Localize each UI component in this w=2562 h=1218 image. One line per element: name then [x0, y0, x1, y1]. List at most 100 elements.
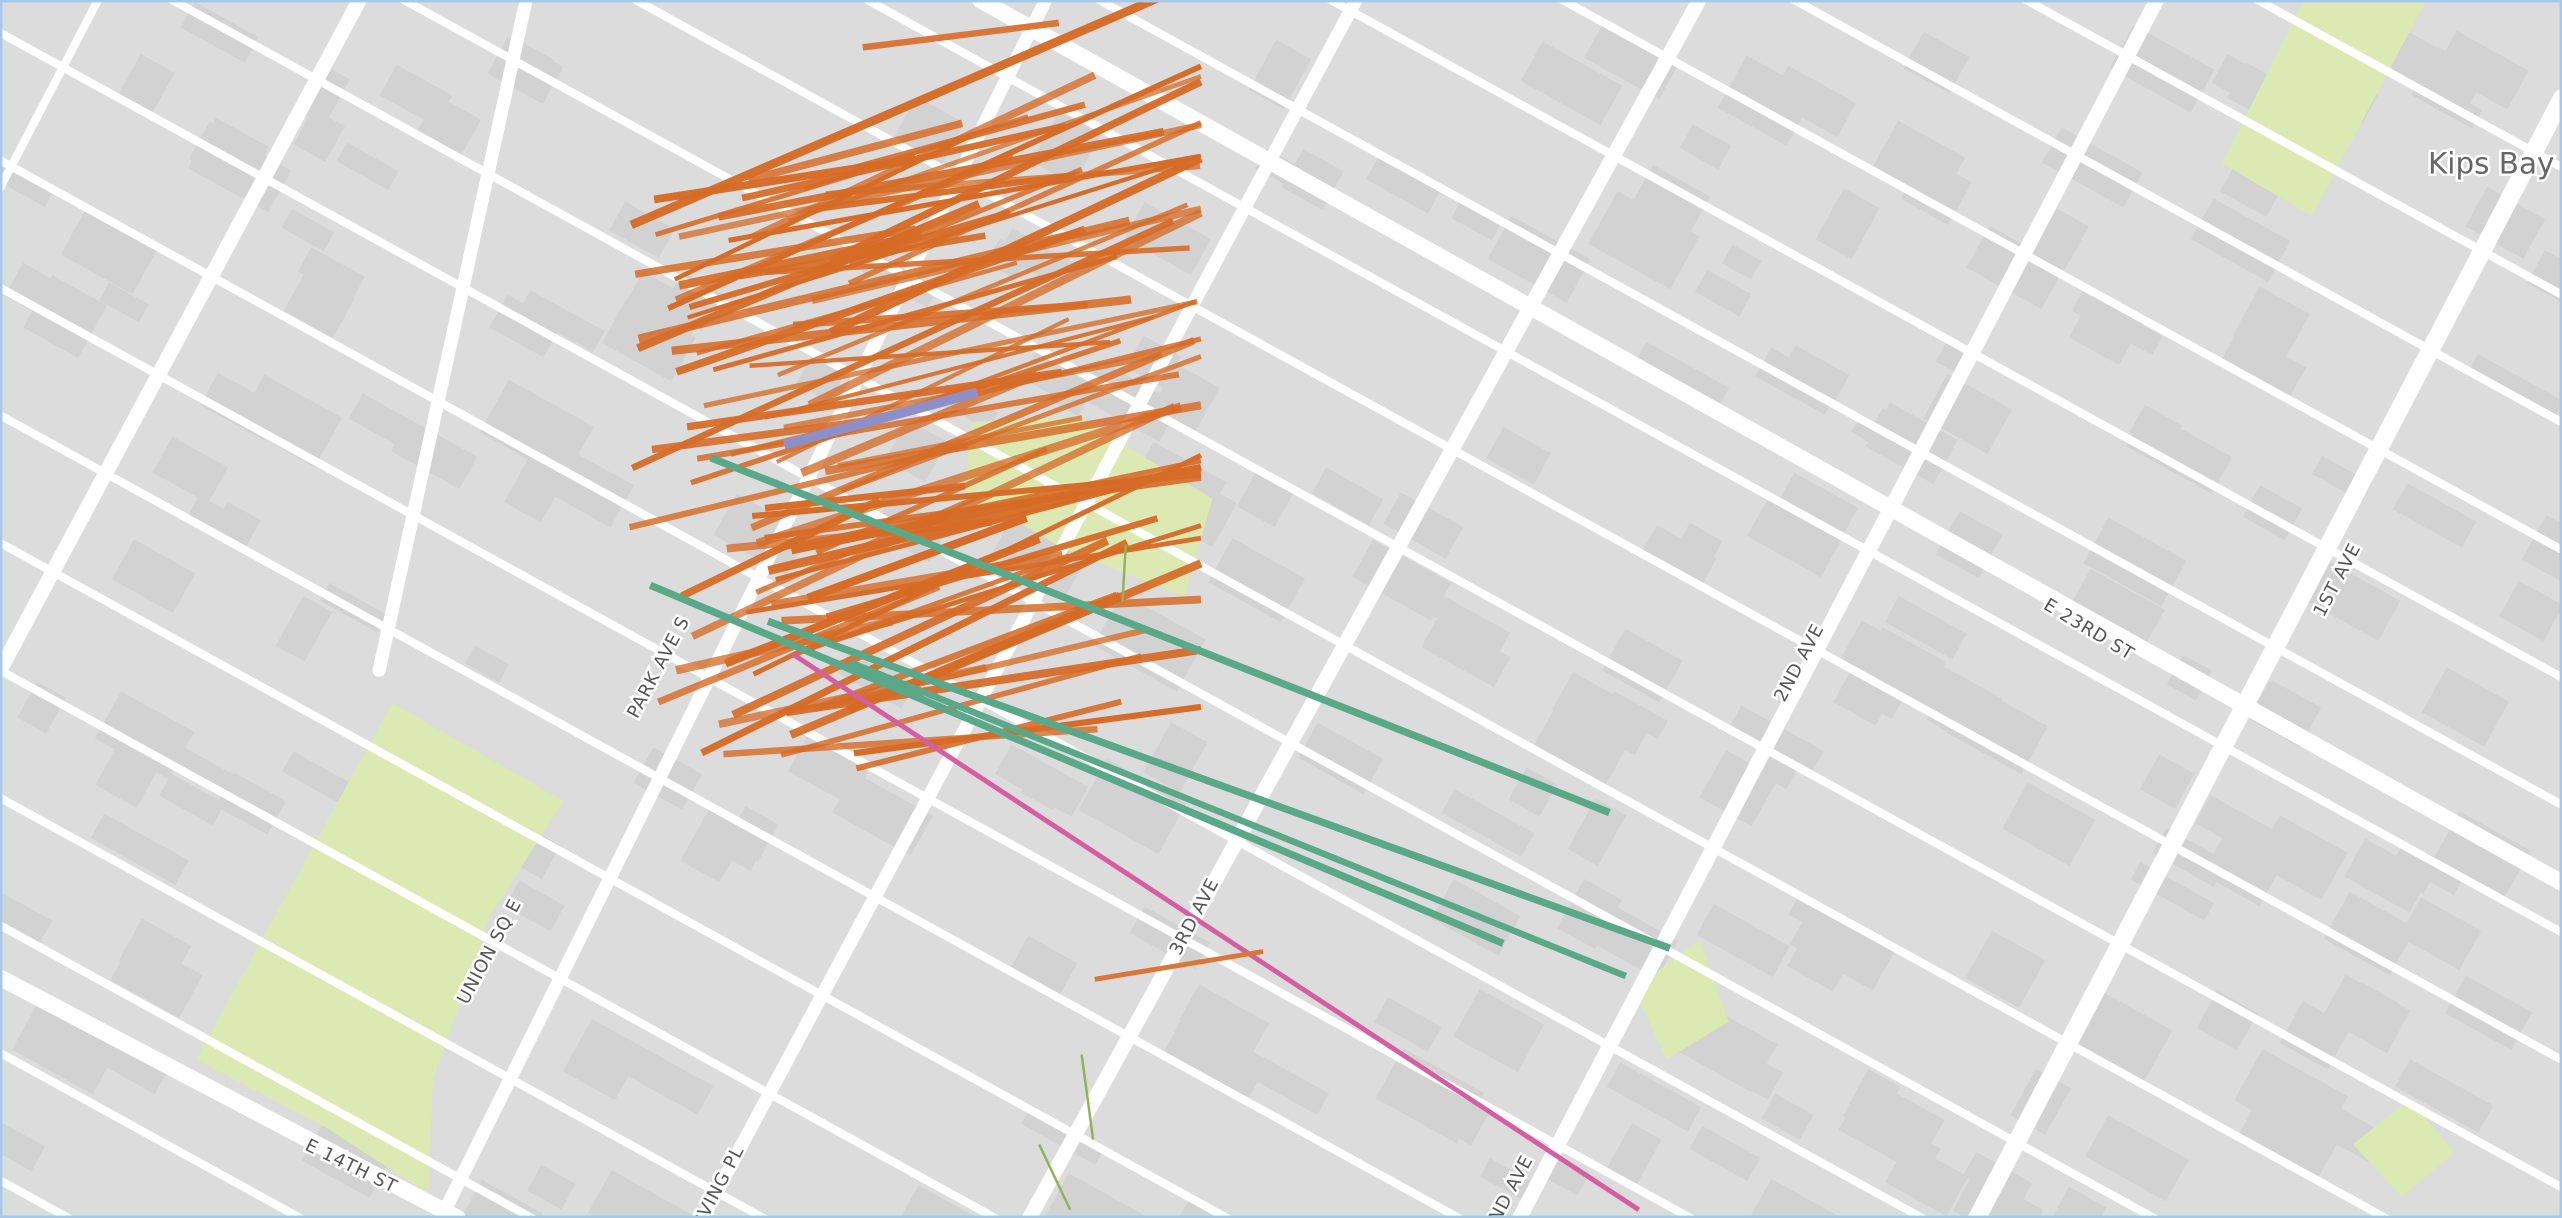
building — [622, 1044, 714, 1115]
building — [2253, 815, 2348, 900]
green-route — [709, 454, 1611, 816]
building — [1633, 341, 1730, 411]
building — [1531, 704, 1629, 790]
orange-route — [726, 517, 993, 553]
orange-route — [804, 114, 1029, 191]
building — [275, 595, 333, 662]
building — [118, 54, 175, 113]
orange-route — [806, 514, 1028, 602]
building — [159, 773, 225, 826]
building — [1552, 671, 1656, 756]
orange-route — [675, 617, 894, 675]
building — [1441, 789, 1535, 857]
street — [2017, 0, 2562, 300]
street — [1554, 0, 2562, 555]
orange-route — [634, 225, 917, 278]
green-route — [648, 581, 1505, 947]
building — [518, 290, 605, 353]
building — [2196, 990, 2258, 1051]
building — [200, 372, 282, 441]
building — [1838, 620, 1928, 699]
orange-route — [690, 402, 1177, 640]
building — [60, 210, 157, 295]
olive-route — [1080, 1054, 1095, 1140]
street — [1322, 0, 2562, 682]
orange-route — [789, 553, 1070, 659]
building — [281, 208, 335, 252]
orange-route — [814, 591, 1119, 712]
building — [2411, 46, 2475, 115]
street — [0, 411, 1468, 1218]
major-street — [972, 0, 2562, 892]
building — [11, 1004, 118, 1095]
orange-route — [832, 627, 1147, 708]
street — [0, 156, 1931, 1218]
green-route — [848, 659, 1627, 980]
building — [1606, 1062, 1702, 1132]
orange-route — [731, 537, 1110, 719]
route-layer — [628, 0, 1203, 772]
avenue — [372, 0, 533, 677]
building — [1375, 1048, 1485, 1144]
building — [1787, 939, 1848, 992]
building — [1761, 1093, 1814, 1140]
major-street — [0, 969, 466, 1218]
building — [1696, 903, 1790, 978]
street — [395, 0, 2562, 1192]
building — [336, 142, 399, 190]
orange-route — [666, 63, 1203, 311]
building — [713, 493, 810, 576]
building — [2071, 291, 2163, 356]
building — [1885, 1142, 1969, 1217]
building — [2395, 1059, 2494, 1133]
street — [0, 28, 2163, 1218]
street — [0, 538, 1236, 1218]
building — [1604, 1123, 1662, 1189]
orange-route — [767, 491, 1081, 575]
building — [1884, 596, 1967, 660]
building — [295, 63, 351, 127]
building — [1451, 196, 1504, 241]
building — [99, 282, 149, 323]
orange-route — [853, 703, 1202, 757]
avenue — [0, 0, 367, 678]
building — [1374, 997, 1442, 1052]
park — [2352, 1098, 2455, 1197]
building — [2202, 826, 2287, 906]
building — [505, 880, 565, 932]
building — [2344, 838, 2431, 913]
transit-lines — [648, 387, 1672, 1212]
orange-route — [723, 725, 1098, 758]
building — [2467, 353, 2562, 420]
building — [118, 918, 192, 989]
olive-route — [1038, 1143, 1072, 1211]
orange-route — [840, 354, 1202, 494]
building — [1040, 1173, 1145, 1218]
building — [1520, 41, 1623, 126]
orange-route — [775, 464, 1202, 582]
building — [391, 418, 478, 490]
building — [1780, 345, 1850, 404]
building — [1639, 525, 1717, 590]
building — [1588, 191, 1700, 290]
building — [1383, 492, 1464, 559]
building — [2041, 1186, 2107, 1218]
building — [2435, 30, 2529, 110]
building — [2279, 1001, 2351, 1070]
building — [90, 813, 189, 885]
building — [379, 64, 453, 127]
orange-route — [862, 19, 1060, 51]
building — [588, 1170, 694, 1218]
parks — [196, 0, 2455, 1197]
park — [2222, 0, 2427, 216]
building — [1298, 722, 1383, 794]
building — [1567, 798, 1627, 867]
orange-route — [828, 78, 1203, 265]
building — [1965, 930, 2046, 1008]
building — [111, 539, 196, 614]
building — [2002, 782, 2096, 867]
orange-route — [776, 202, 1189, 378]
building — [1632, 164, 1711, 234]
orange-route — [678, 121, 1202, 240]
